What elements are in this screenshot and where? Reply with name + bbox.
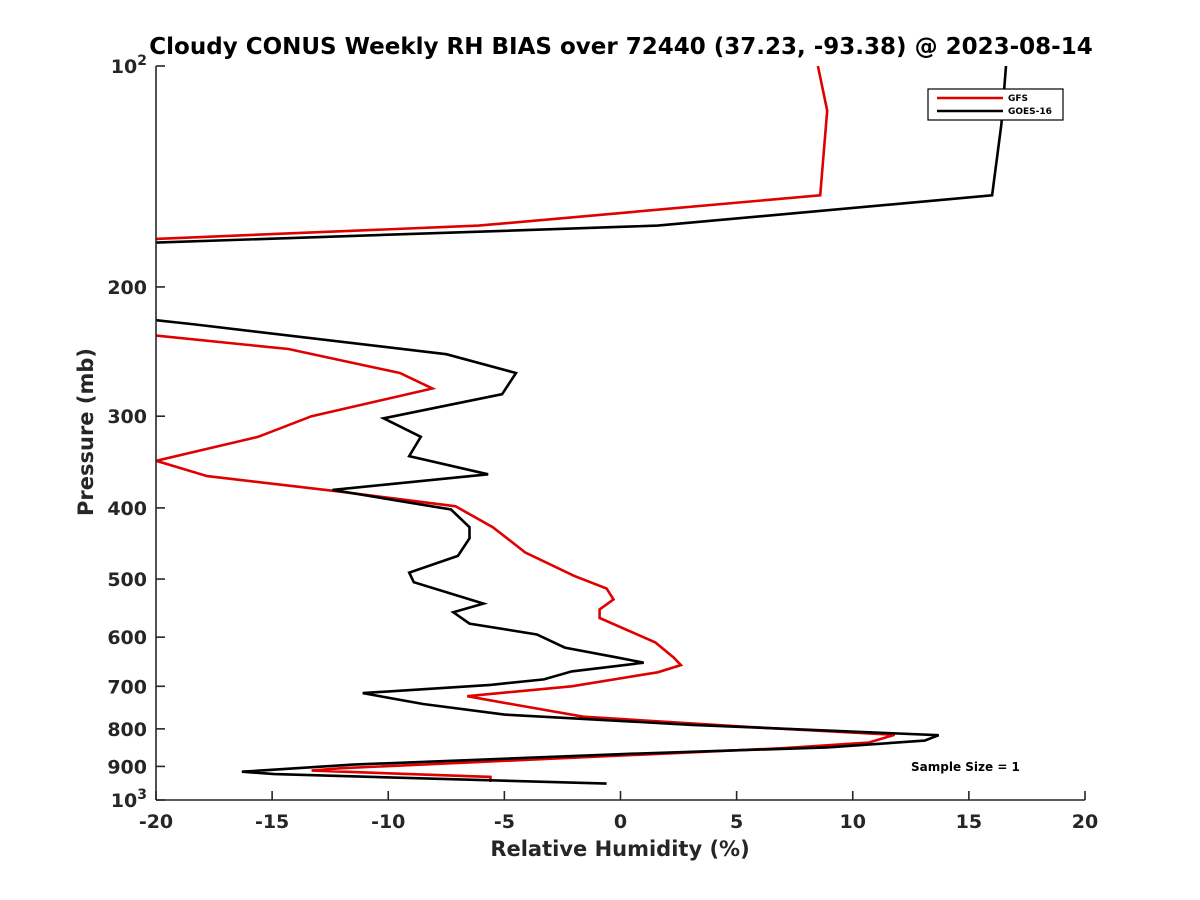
series-gfs-line-2	[156, 334, 895, 782]
y-axis-label: Pressure (mb)	[74, 348, 98, 516]
y-tick-label: 700	[107, 676, 147, 698]
legend: GFS GOES-16	[927, 88, 1064, 121]
sample-size-annotation: Sample Size = 1	[911, 760, 1020, 774]
x-tick-label: -10	[371, 811, 405, 833]
x-tick-label: 20	[1072, 811, 1098, 833]
x-tick-label: 15	[956, 811, 982, 833]
x-tick-label: 10	[840, 811, 866, 833]
y-tick-label: 300	[107, 406, 147, 428]
series-goes-16-line-2	[156, 318, 940, 785]
x-tick-label: -15	[255, 811, 289, 833]
series-gfs-line-1	[156, 66, 829, 241]
legend-goes-label: GOES-16	[1008, 107, 1052, 117]
y-tick-label: 400	[107, 498, 147, 520]
axes	[155, 66, 1085, 801]
x-tick-label: -5	[494, 811, 515, 833]
y-axis-ticks: 102 200 300 400 500 600 700 800 900 103	[107, 53, 165, 812]
y-tick-label: 800	[107, 719, 147, 741]
x-tick-label: 5	[730, 811, 743, 833]
x-axis-ticks: -20 -15 -10 -5 0 5 10 15 20	[139, 791, 1098, 833]
legend-box	[927, 88, 1064, 121]
x-tick-label: 0	[614, 811, 627, 833]
x-axis-label: Relative Humidity (%)	[490, 837, 749, 861]
y-tick-label: 103	[111, 787, 147, 812]
y-tick-label: 600	[107, 627, 147, 649]
x-tick-label: -20	[139, 811, 173, 833]
chart-title: Cloudy CONUS Weekly RH BIAS over 72440 (…	[149, 34, 1092, 60]
legend-gfs-label: GFS	[1008, 94, 1028, 104]
y-tick-label: 500	[107, 569, 147, 591]
plot-lines	[156, 66, 1008, 785]
y-tick-label: 900	[107, 756, 147, 778]
y-tick-label: 200	[107, 277, 147, 299]
y-tick-label: 102	[111, 53, 147, 78]
